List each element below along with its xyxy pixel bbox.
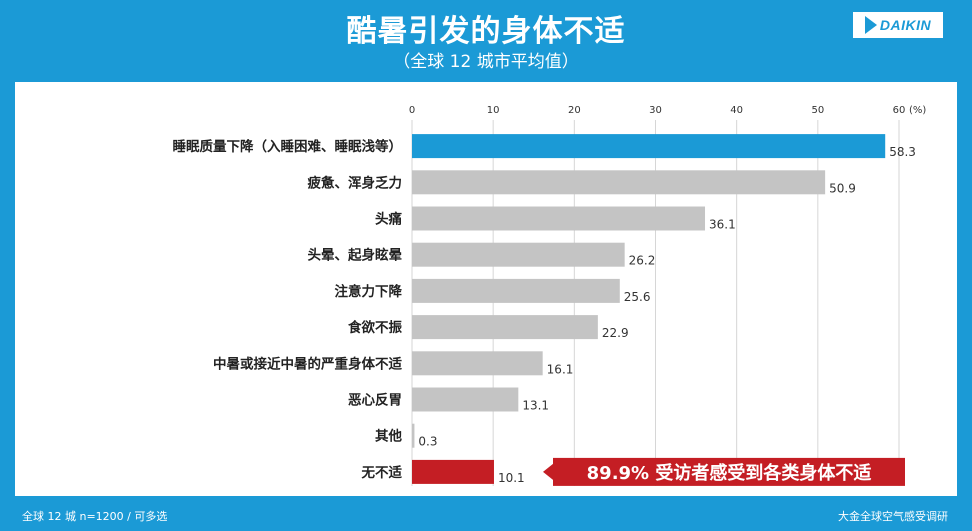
category-label: 头晕、起身眩晕: [308, 247, 403, 264]
category-label: 疲惫、浑身乏力: [308, 174, 403, 191]
category-label: 睡眠质量下降（入睡困难、睡眠浅等）: [173, 138, 403, 155]
bar: [412, 278, 620, 303]
category-label: 其他: [375, 428, 402, 445]
value-label: 50.9: [829, 181, 856, 195]
sample-note: 全球 12 城 n=1200 / 可多选: [22, 510, 168, 523]
category-label: 无不适: [361, 464, 403, 481]
bar: [412, 134, 886, 159]
x-tick-label: 0: [409, 105, 415, 116]
callout-box: [553, 457, 905, 486]
callout-pointer: [543, 463, 553, 480]
category-label: 食欲不振: [348, 319, 402, 336]
x-tick-label: 50: [811, 105, 824, 116]
x-unit-label: (%): [909, 105, 926, 116]
bar: [412, 206, 706, 231]
value-label: 10.1: [498, 471, 525, 485]
bar: [412, 459, 494, 484]
chart-panel: 0 10 20 30 40 50 60 (%) 睡眠质量下降（入睡困难、睡眠浅等） 58.3 疲惫、…: [15, 82, 957, 496]
value-label: 13.1: [522, 399, 549, 413]
value-label: 36.1: [709, 218, 736, 232]
bar: [412, 315, 598, 340]
bar: [412, 387, 519, 412]
page-subtitle: （全球 12 城市平均值）: [393, 52, 579, 72]
logo-text: DAIKIN: [879, 17, 932, 33]
bar: [412, 423, 415, 448]
x-tick-label: 30: [649, 105, 662, 116]
x-tick-label: 40: [730, 105, 743, 116]
category-label: 注意力下降: [335, 283, 403, 300]
x-tick-label: 20: [568, 105, 581, 116]
value-label: 0.3: [418, 435, 437, 449]
page-title: 酷暑引发的身体不适: [346, 14, 626, 49]
bar: [412, 351, 543, 376]
bar-chart: 0 10 20 30 40 50 60 (%) 睡眠质量下降（入睡困难、睡眠浅等） 58.3 疲惫、…: [173, 105, 926, 486]
bar: [412, 242, 625, 267]
value-label: 22.9: [602, 326, 629, 340]
x-tick-label: 60: [893, 105, 906, 116]
category-label: 恶心反胃: [348, 392, 402, 409]
callout-text: 89.9% 受访者感受到各类身体不适: [587, 462, 872, 484]
daikin-logo: DAIKIN: [853, 12, 943, 38]
x-tick-label: 10: [487, 105, 500, 116]
daikin-triangle-icon: [864, 16, 877, 34]
value-label: 26.2: [629, 254, 656, 268]
source-note: 大金全球空气感受调研: [838, 510, 948, 523]
bar: [412, 170, 826, 195]
category-label: 头痛: [375, 211, 402, 228]
category-label: 中暑或接近中暑的严重身体不适: [213, 355, 402, 372]
value-label: 16.1: [547, 362, 574, 376]
value-label: 25.6: [624, 290, 651, 304]
value-label: 58.3: [889, 145, 916, 159]
